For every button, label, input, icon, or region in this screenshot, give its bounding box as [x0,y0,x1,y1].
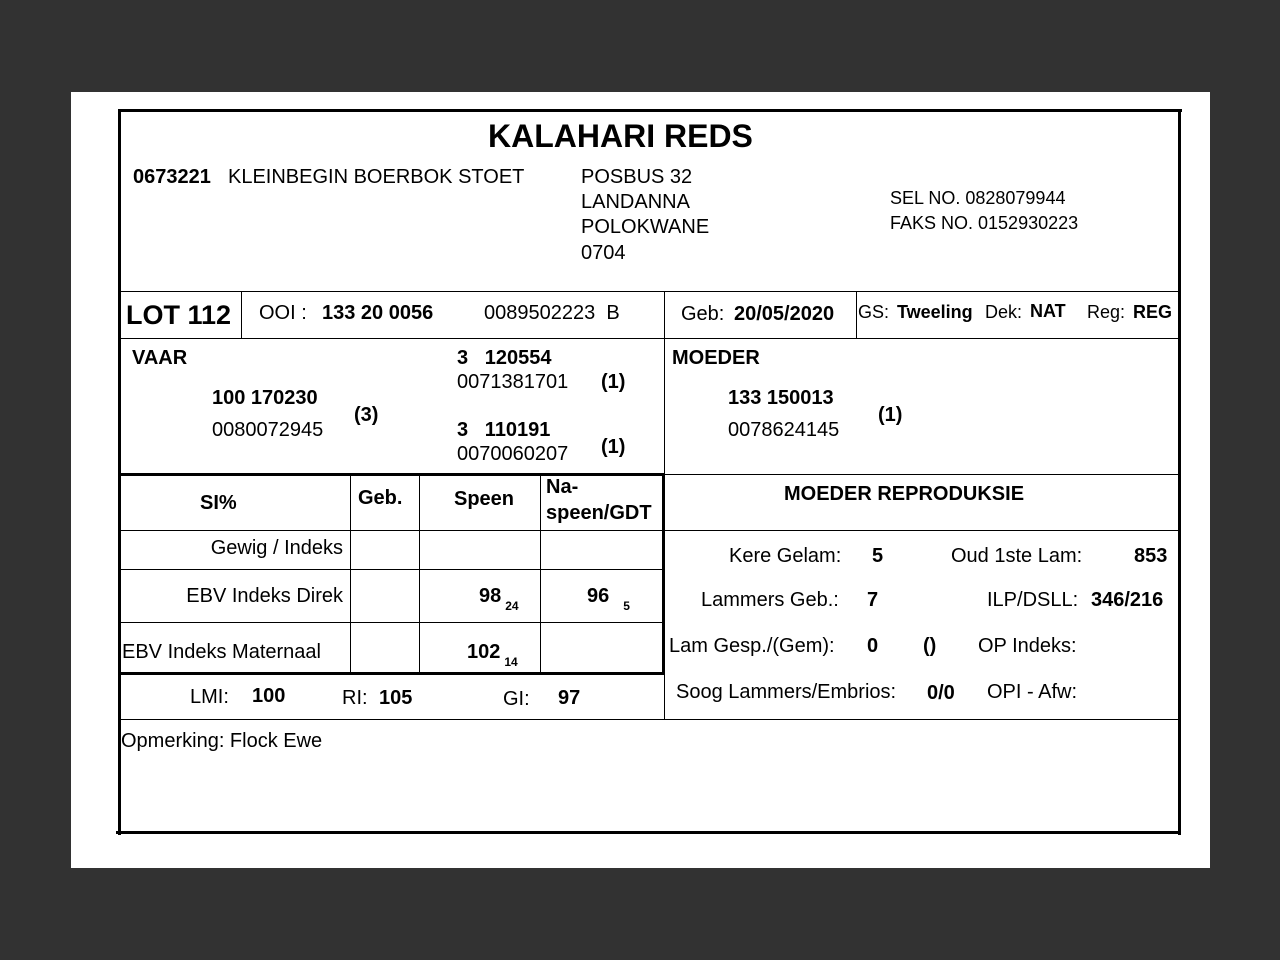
gs-value: Tweeling [897,302,973,322]
address-line: POSBUS 32 [581,166,693,188]
frame-bottom [116,831,1178,834]
phone: SEL NO. 0828079944 [890,188,1066,208]
divider [120,622,664,623]
lammers-label: Lammers Geb.: [701,589,839,611]
divider [120,530,1180,531]
lot-number: LOT 112 [126,300,232,330]
breeder-code: 0673221 [133,166,211,188]
kere-label: Kere Gelam: [729,545,842,567]
dam-id: 0070060207 [457,443,569,465]
gesp-value: 0 [867,635,879,657]
ooi-id: 0089502223 B [484,302,620,324]
row-label: EBV Indeks Maternaal [122,641,321,663]
speen-count: 14 [504,655,518,669]
speen-value: 102 14 [467,641,518,668]
speen-count: 24 [505,599,519,613]
remark: Opmerking: Flock Ewe [121,730,323,752]
reg-label: Reg: [1087,302,1126,322]
oud-label: Oud 1ste Lam: [951,545,1083,567]
divider [664,474,1180,475]
divider [120,291,1180,292]
na-count: 5 [623,599,630,613]
repro-title: MOEDER REPRODUKSIE [784,483,1025,505]
divider [120,338,1180,339]
vaar-id: 0080072945 [212,419,324,441]
fax: FAKS NO. 0152930223 [890,213,1079,233]
row-label: EBV Indeks Direk [186,585,343,607]
frame-right [1178,109,1181,835]
gem-value: () [923,635,937,657]
col-header-na: Na- [546,476,579,498]
moeder-number: 133 150013 [728,387,834,409]
divider [540,474,541,673]
speen-index: 98 [479,585,502,607]
reg-value: REG [1133,302,1173,322]
geb-label: Geb: [681,303,725,325]
na-value: 96 5 [587,585,630,612]
divider [120,569,664,570]
divider [120,719,1180,720]
vaar-label: VAAR [132,347,188,369]
frame-top [118,109,1182,112]
dam-number: 3 110191 [457,419,551,441]
address-line: LANDANNA [581,191,690,213]
divider [662,474,665,674]
moeder-grade: (1) [878,404,903,426]
lmi-label: LMI: [190,686,229,708]
gi-value: 97 [558,687,581,709]
ilp-value: 346/216 [1091,589,1164,611]
kere-value: 5 [872,545,884,567]
speen-index: 102 [467,641,501,663]
breeder-name: KLEINBEGIN BOERBOK STOET [228,166,525,188]
row-label: Gewig / Indeks [210,537,343,559]
divider [856,291,857,338]
speen-value: 98 24 [479,585,519,612]
oud-value: 853 [1134,545,1168,567]
gs-label: GS: [858,302,890,322]
ri-label: RI: [342,687,368,709]
dam-grade: (1) [601,436,626,458]
page-title: KALAHARI REDS [488,118,753,154]
soog-label: Soog Lammers/Embrios: [676,681,897,703]
birth-date: 20/05/2020 [734,303,835,325]
ooi-label: OOI : [259,302,307,324]
lot-card [71,92,1210,868]
moeder-label: MOEDER [672,347,760,369]
sire-number: 3 120554 [457,347,552,369]
divider [419,474,420,673]
opi-label: OPI - Afw: [987,681,1078,703]
vaar-number: 100 170230 [212,387,318,409]
divider [120,473,664,476]
ri-value: 105 [379,687,413,709]
col-header-speen: Speen [454,488,515,510]
frame-left [118,109,121,835]
na-index: 96 [587,585,610,607]
sire-grade: (1) [601,371,626,393]
gesp-label: Lam Gesp./(Gem): [669,635,835,657]
address-line: POLOKWANE [581,216,710,238]
divider [120,672,664,675]
divider [241,291,242,338]
moeder-id: 0078624145 [728,419,840,441]
address-line: 0704 [581,242,626,264]
dek-value: NAT [1030,301,1066,321]
gi-label: GI: [503,688,530,710]
sire-id: 0071381701 [457,371,569,393]
lmi-value: 100 [252,685,286,707]
op-label: OP Indeks: [978,635,1077,657]
col-header-na2: speen/GDT [546,502,652,524]
lammers-value: 7 [867,589,879,611]
dek-label: Dek: [985,302,1023,322]
ilp-label: ILP/DSLL: [987,589,1079,611]
soog-value: 0/0 [927,682,955,704]
col-header-geb: Geb. [358,487,403,509]
ooi-number: 133 20 0056 [322,302,434,324]
col-header-si: SI% [200,492,237,514]
divider [350,474,351,673]
vaar-grade: (3) [354,404,379,426]
